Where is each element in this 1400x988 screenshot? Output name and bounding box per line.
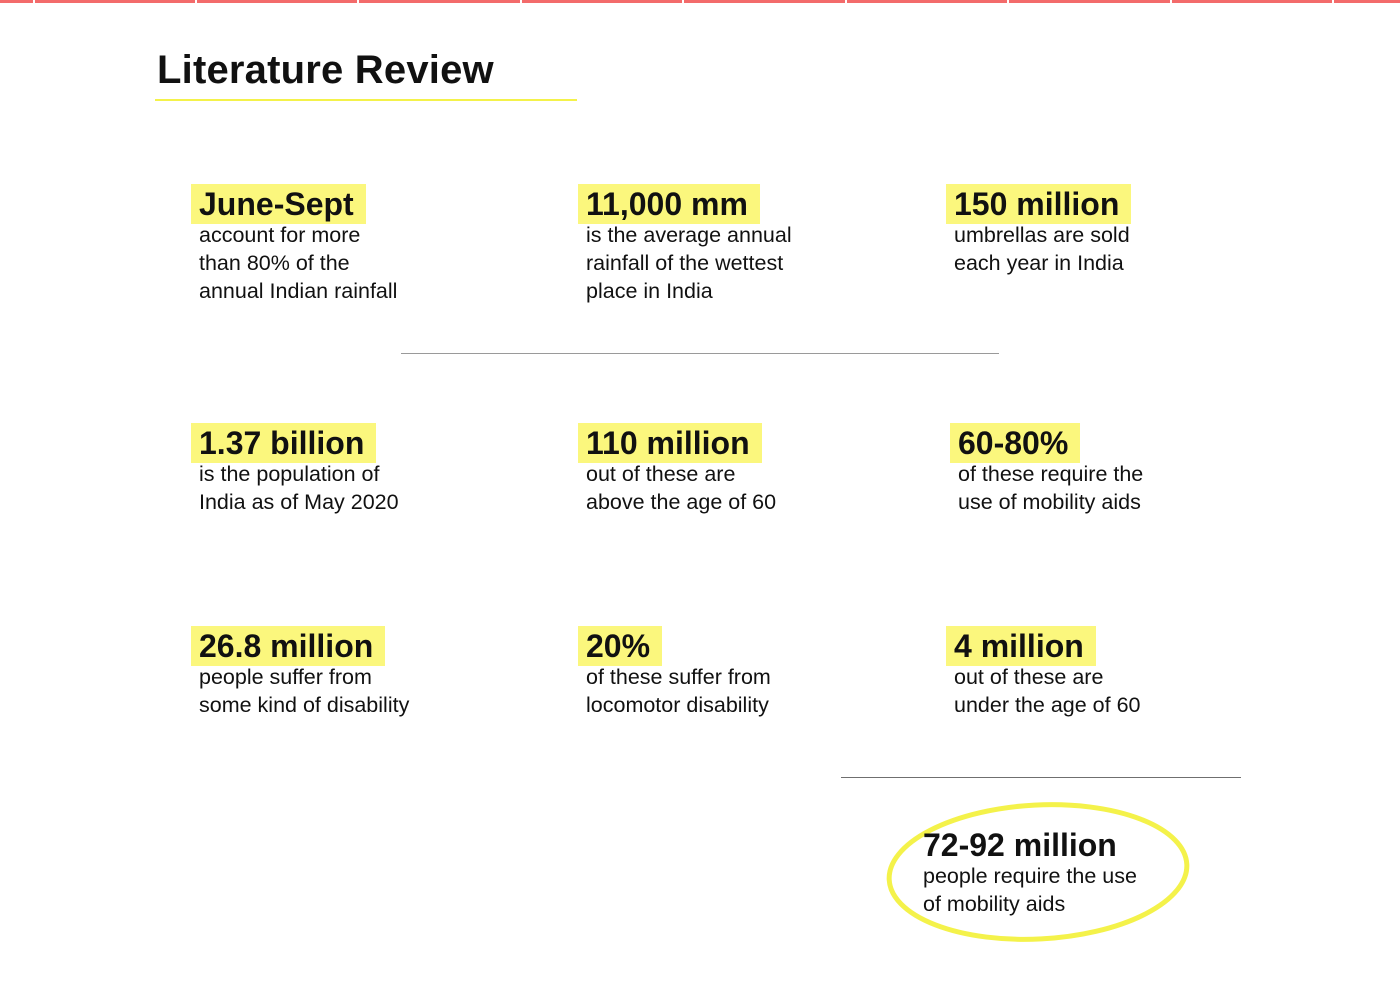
stat-value: 26.8 million <box>191 626 386 666</box>
stat-card-umbrellas: 150 million umbrellas are sold each year… <box>946 184 1132 277</box>
top-bar-tick <box>845 0 847 3</box>
top-bar-tick <box>1007 0 1009 3</box>
stat-card-elderly: 110 million out of these are above the a… <box>578 423 776 516</box>
top-bar-tick <box>195 0 197 3</box>
stat-description: of these suffer from locomotor disabilit… <box>586 665 771 717</box>
top-bar-tick <box>33 0 35 3</box>
stat-card-mobility-aids-share: 60-80% of these require the use of mobil… <box>950 423 1143 516</box>
stat-card-conclusion: 72-92 million people require the use of … <box>923 825 1137 918</box>
stat-value: 150 million <box>946 184 1132 224</box>
stat-value: 4 million <box>946 626 1096 666</box>
top-bar-tick <box>1170 0 1172 3</box>
stat-description: out of these are above the age of 60 <box>586 462 777 514</box>
conclusion-description: people require the use of mobility aids <box>923 864 1137 916</box>
stat-card-under-60: 4 million out of these are under the age… <box>946 626 1141 719</box>
stat-value: 110 million <box>578 423 762 463</box>
top-bar-tick <box>1332 0 1334 3</box>
stat-description: is the population of India as of May 202… <box>199 462 399 514</box>
top-bar-tick <box>520 0 522 3</box>
stat-card-locomotor: 20% of these suffer from locomotor disab… <box>578 626 771 719</box>
top-bar-tick <box>682 0 684 3</box>
stat-card-rainfall-season: June-Sept account for more than 80% of t… <box>191 184 397 305</box>
stat-value: 20% <box>578 626 663 666</box>
stat-card-wettest-rainfall: 11,000 mm is the average annual rainfall… <box>578 184 792 305</box>
highlight-circle <box>886 802 1190 942</box>
stat-value: 60-80% <box>950 423 1081 463</box>
stat-description: of these require the use of mobility aid… <box>958 462 1144 514</box>
stat-value: 1.37 billion <box>191 423 377 463</box>
stat-description: people suffer from some kind of disabili… <box>199 665 410 717</box>
stat-value: June-Sept <box>191 184 366 224</box>
section-divider <box>401 353 999 354</box>
stat-card-disability: 26.8 million people suffer from some kin… <box>191 626 409 719</box>
page-title: Literature Review <box>157 48 494 92</box>
title-underline <box>155 99 577 101</box>
stat-description: is the average annual rainfall of the we… <box>586 223 792 303</box>
top-accent-bar <box>0 0 1400 3</box>
top-bar-tick <box>357 0 359 3</box>
stat-value: 11,000 mm <box>578 184 760 224</box>
conclusion-value: 72-92 million <box>923 827 1117 863</box>
stat-description: umbrellas are sold each year in India <box>954 223 1130 275</box>
stat-description: account for more than 80% of the annual … <box>199 223 398 303</box>
conclusion-divider <box>841 777 1241 778</box>
stat-card-population: 1.37 billion is the population of India … <box>191 423 399 516</box>
stat-description: out of these are under the age of 60 <box>954 665 1141 717</box>
